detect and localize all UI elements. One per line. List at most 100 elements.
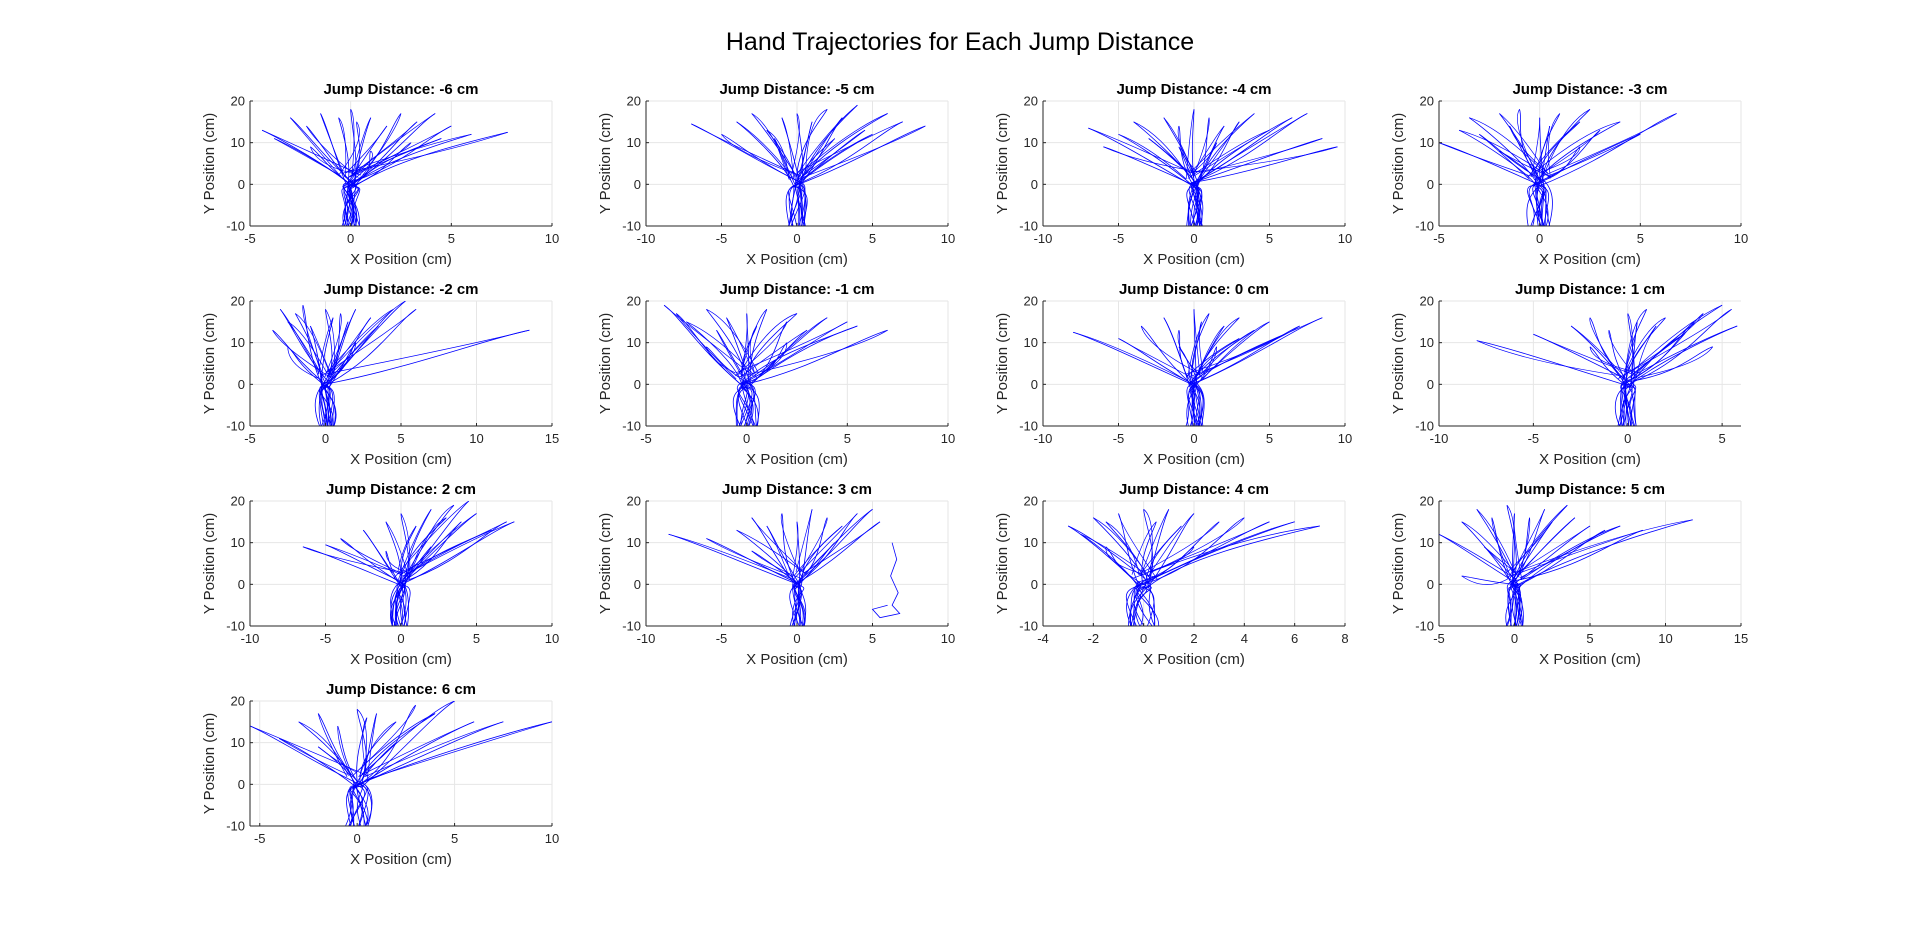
trajectory-return-line — [329, 342, 357, 377]
y-tick-label: 0 — [238, 577, 245, 592]
trajectory-return-line — [1619, 309, 1732, 379]
trajectory-return-line — [1138, 521, 1220, 575]
subplot-title: Jump Distance: -5 cm — [719, 81, 874, 98]
trajectory-return-line — [407, 517, 447, 580]
trajectory-return-line — [290, 117, 344, 180]
trajectory-line — [1073, 331, 1200, 426]
y-axis-label: Y Position (cm) — [994, 113, 1011, 214]
subplot-9: -10 -5 0 5 10 -10 0 10 20 Jump Distance: 3 cm X Po… — [597, 481, 955, 668]
trajectory-return-line — [803, 509, 873, 575]
trajectory-return-line — [1484, 546, 1516, 573]
subplot-4: -5 0 5 10 15 -10 0 10 20 Jump Distance: -2 cm X Po… — [201, 281, 559, 468]
y-tick-label: 20 — [1024, 94, 1038, 109]
trajectory-return-line — [736, 529, 805, 573]
subplot-12: -5 0 5 10 -10 0 10 20 Jump Distance: 6 cm X Posit… — [201, 681, 559, 868]
x-axis-label: X Position (cm) — [746, 251, 848, 268]
x-tick-label: 10 — [469, 431, 483, 446]
trajectory-return-line — [1630, 304, 1723, 373]
trajectory-line — [1196, 113, 1255, 226]
subplot-title: Jump Distance: -2 cm — [323, 281, 478, 298]
trajectory-line — [1533, 129, 1601, 226]
trajectory-return-line — [1534, 113, 1677, 180]
x-tick-label: 15 — [545, 431, 559, 446]
x-tick-label: 0 — [1511, 631, 1518, 646]
trajectory-return-line — [1589, 317, 1621, 378]
trajectory-return-line — [1140, 525, 1182, 575]
trajectory-line — [310, 146, 357, 226]
x-tick-label: 10 — [1734, 231, 1748, 246]
trajectory-return-line — [751, 550, 801, 579]
subplot-title: Jump Distance: 5 cm — [1515, 481, 1665, 498]
trajectory-return-line — [363, 742, 397, 773]
subplot-title: Jump Distance: 4 cm — [1119, 481, 1269, 498]
y-tick-label: -10 — [1415, 619, 1434, 634]
trajectory-return-line — [1118, 133, 1187, 180]
trajectory-return-line — [272, 330, 333, 379]
trajectory-line — [394, 521, 515, 626]
trajectory-return-line — [1541, 108, 1591, 181]
trajectory-line — [1533, 333, 1632, 426]
x-tick-label: -5 — [1433, 631, 1445, 646]
trajectory-return-line — [1105, 546, 1157, 578]
trajectory-return-line — [327, 329, 530, 375]
x-tick-label: 0 — [1624, 431, 1631, 446]
trajectory-line — [1589, 317, 1637, 426]
y-tick-label: 10 — [1024, 335, 1038, 350]
trajectory-line — [1129, 546, 1195, 626]
trajectory-line — [1105, 546, 1141, 626]
trajectory-line — [319, 308, 417, 426]
trajectory-line — [343, 150, 372, 226]
trajectory-return-line — [341, 133, 472, 175]
trajectory-return-line — [338, 121, 360, 176]
trajectory-return-line — [337, 725, 352, 776]
trajectories — [1073, 309, 1323, 426]
x-tick-label: -5 — [1528, 431, 1540, 446]
trajectory-return-line — [295, 313, 331, 375]
trajectory-line — [1536, 113, 1677, 226]
x-tick-label: -5 — [244, 231, 256, 246]
y-tick-label: 10 — [231, 735, 245, 750]
trajectories — [250, 701, 552, 826]
x-tick-label: 8 — [1341, 631, 1348, 646]
trajectory-return-line — [1186, 338, 1240, 377]
trajectory-line — [1511, 504, 1568, 626]
trajectory-return-line — [1509, 509, 1546, 580]
trajectory-return-line — [1199, 121, 1240, 180]
trajectory-return-line — [1513, 519, 1693, 574]
trajectory-line — [1088, 127, 1203, 226]
y-axis-label: Y Position (cm) — [201, 313, 218, 414]
trajectory-return-line — [791, 113, 800, 175]
trajectory-line — [1186, 321, 1202, 426]
trajectory-return-line — [1185, 109, 1195, 180]
x-tick-label: 0 — [793, 231, 800, 246]
y-tick-label: -10 — [1415, 419, 1434, 434]
trajectory-return-line — [338, 117, 347, 178]
x-tick-label: -5 — [1433, 231, 1445, 246]
trajectory-line — [1614, 304, 1723, 426]
y-tick-label: 20 — [1024, 494, 1038, 509]
y-tick-label: -10 — [1019, 619, 1038, 634]
trajectory-line — [1507, 519, 1693, 626]
y-tick-label: 10 — [627, 135, 641, 150]
trajectory-return-line — [1491, 517, 1510, 573]
trajectory-line — [732, 321, 788, 426]
subplot-title: Jump Distance: -3 cm — [1512, 81, 1667, 98]
subplot-title: Jump Distance: -1 cm — [719, 281, 874, 298]
trajectory-return-line — [798, 542, 836, 581]
trajectory-line — [1135, 525, 1320, 626]
y-tick-label: 20 — [1420, 294, 1434, 309]
subplot-2: -10 -5 0 5 10 -10 0 10 20 Jump Distance: -4 cm X P… — [994, 81, 1352, 268]
trajectory-return-line — [359, 721, 397, 777]
y-tick-label: 10 — [627, 535, 641, 550]
trajectory-return-line — [1192, 117, 1293, 177]
trajectories — [1088, 109, 1338, 226]
x-axis-label: X Position (cm) — [1143, 251, 1245, 268]
x-tick-label: 0 — [1190, 231, 1197, 246]
y-tick-label: 20 — [627, 294, 641, 309]
trajectory-return-line — [261, 129, 359, 175]
trajectory-return-line — [317, 713, 348, 778]
y-tick-label: 10 — [1420, 535, 1434, 550]
trajectory-return-line — [738, 329, 888, 378]
trajectory-return-line — [1506, 521, 1553, 573]
figure-title: Hand Trajectories for Each Jump Distance — [725, 28, 1195, 56]
